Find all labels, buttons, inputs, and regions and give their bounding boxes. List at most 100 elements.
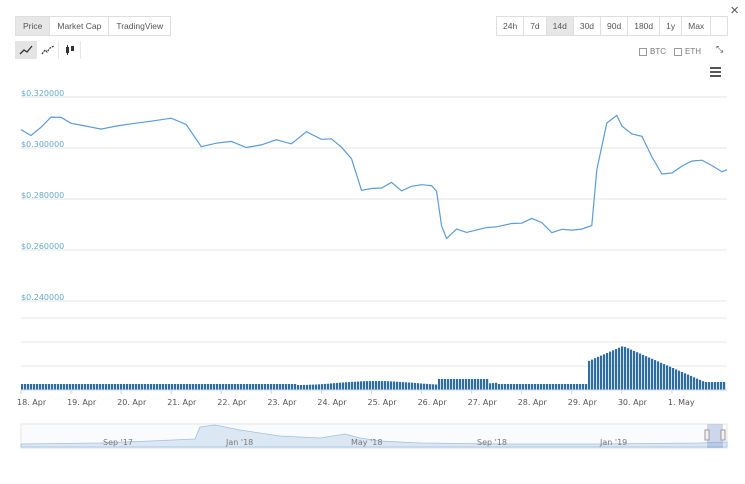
volume-bar xyxy=(528,384,531,390)
volume-bar xyxy=(336,383,339,390)
x-tick-label: 27. Apr xyxy=(468,398,498,407)
tab-price[interactable]: Price xyxy=(16,17,51,35)
period-180d[interactable]: 180d xyxy=(628,17,661,35)
volume-bar xyxy=(309,384,312,390)
volume-bar xyxy=(399,381,402,390)
volume-bar xyxy=(321,384,324,390)
volume-bar xyxy=(21,384,24,390)
volume-bar xyxy=(315,384,318,390)
volume-bar xyxy=(375,381,378,390)
x-tick-label: 26. Apr xyxy=(418,398,448,407)
eth-checkbox[interactable] xyxy=(674,47,682,56)
volume-bar xyxy=(711,382,714,390)
volume-bar xyxy=(552,384,555,390)
volume-bar xyxy=(687,374,690,390)
volume-bar xyxy=(231,384,234,390)
navigator-label: Sep '17 xyxy=(103,438,133,447)
period-90d[interactable]: 90d xyxy=(601,17,629,35)
tab-market-cap[interactable]: Market Cap xyxy=(50,17,110,35)
x-tick-label: 28. Apr xyxy=(518,398,548,407)
volume-bar xyxy=(153,384,156,390)
ohlc-line-icon[interactable] xyxy=(37,41,59,59)
volume-bar xyxy=(483,379,486,390)
volume-bar xyxy=(450,379,453,390)
volume-bar xyxy=(660,362,663,390)
volume-bar xyxy=(213,384,216,390)
tab-tradingview[interactable]: TradingView xyxy=(116,21,164,31)
volume-bar xyxy=(174,384,177,390)
period-max[interactable]: Max xyxy=(682,17,712,35)
eth-toggle[interactable]: ETH xyxy=(674,47,701,56)
volume-bar xyxy=(489,383,492,390)
btc-toggle[interactable]: BTC xyxy=(639,47,666,56)
volume-bar xyxy=(549,384,552,390)
volume-bar xyxy=(282,384,285,390)
volume-bar xyxy=(312,384,315,390)
volume-bar xyxy=(465,379,468,390)
volume-bar xyxy=(81,384,84,390)
volume-bar xyxy=(393,381,396,390)
volume-bar xyxy=(453,379,456,390)
volume-bar xyxy=(90,384,93,390)
volume-bar xyxy=(534,384,537,390)
volume-bar xyxy=(717,382,720,390)
volume-bar xyxy=(519,384,522,390)
volume-bar xyxy=(381,381,384,390)
volume-bar xyxy=(63,384,66,390)
y-tick-label: $0.320000 xyxy=(21,89,65,98)
volume-bar xyxy=(318,384,321,390)
period-30d[interactable]: 30d xyxy=(574,17,602,35)
volume-bar xyxy=(603,354,606,390)
volume-bar xyxy=(171,384,174,390)
volume-bar xyxy=(702,381,705,390)
volume-bar xyxy=(633,350,636,390)
volume-bar xyxy=(135,384,138,390)
volume-bar xyxy=(591,359,594,390)
volume-bar xyxy=(48,384,51,390)
volume-bar xyxy=(684,373,687,390)
volume-bar xyxy=(129,384,132,390)
volume-bar xyxy=(297,385,300,390)
volume-bar xyxy=(543,384,546,390)
volume-bar xyxy=(471,379,474,390)
volume-bar xyxy=(264,384,267,390)
volume-bar xyxy=(270,384,273,390)
volume-bar xyxy=(120,384,123,390)
close-icon[interactable]: × xyxy=(730,2,739,19)
period-7d[interactable]: 7d xyxy=(524,17,547,35)
volume-bar xyxy=(576,384,579,390)
volume-bar xyxy=(651,358,654,390)
volume-bar xyxy=(678,370,681,390)
volume-bar xyxy=(363,381,366,390)
volume-bar xyxy=(468,379,471,390)
volume-bar xyxy=(237,384,240,390)
volume-bar xyxy=(432,384,435,390)
menu-icon[interactable] xyxy=(710,67,721,77)
volume-bar xyxy=(408,382,411,390)
volume-bar xyxy=(558,384,561,390)
volume-bar xyxy=(252,384,255,390)
navigator-label: Sep '18 xyxy=(477,438,507,447)
y-tick-label: $0.260000 xyxy=(21,242,65,251)
volume-bar xyxy=(507,384,510,390)
volume-bar xyxy=(663,364,666,390)
volume-bar xyxy=(165,384,168,390)
candlestick-icon[interactable] xyxy=(59,41,81,59)
btc-checkbox[interactable] xyxy=(639,47,647,56)
volume-bar xyxy=(126,384,129,390)
period-24h[interactable]: 24h xyxy=(497,17,525,35)
volume-bar xyxy=(234,384,237,390)
volume-bar xyxy=(480,379,483,390)
line-chart-icon[interactable] xyxy=(15,41,37,59)
volume-bar xyxy=(45,384,48,390)
expand-icon[interactable]: ⤡ xyxy=(716,44,724,54)
volume-bar xyxy=(279,384,282,390)
period-1y[interactable]: 1y xyxy=(660,17,683,35)
period-14d[interactable]: 14d xyxy=(546,17,574,35)
volume-bar xyxy=(123,384,126,390)
volume-bar xyxy=(390,381,393,390)
volume-bar xyxy=(117,384,120,390)
volume-bar xyxy=(84,384,87,390)
volume-bar xyxy=(495,382,498,390)
